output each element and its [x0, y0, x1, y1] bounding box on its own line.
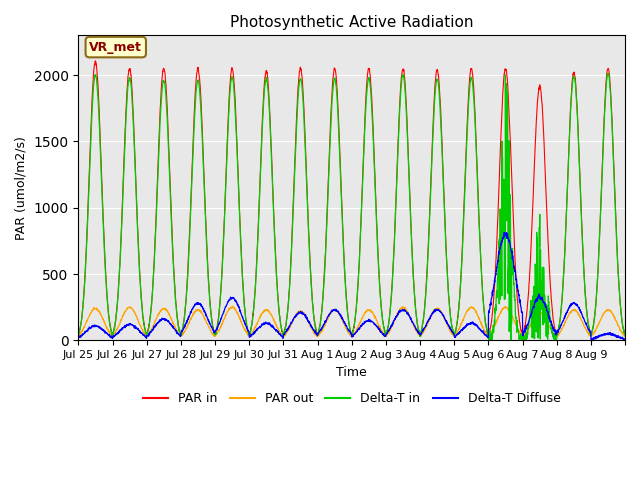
Legend: PAR in, PAR out, Delta-T in, Delta-T Diffuse: PAR in, PAR out, Delta-T in, Delta-T Dif…	[138, 387, 566, 410]
Y-axis label: PAR (umol/m2/s): PAR (umol/m2/s)	[15, 136, 28, 240]
Text: VR_met: VR_met	[90, 41, 142, 54]
X-axis label: Time: Time	[337, 366, 367, 379]
Title: Photosynthetic Active Radiation: Photosynthetic Active Radiation	[230, 15, 474, 30]
